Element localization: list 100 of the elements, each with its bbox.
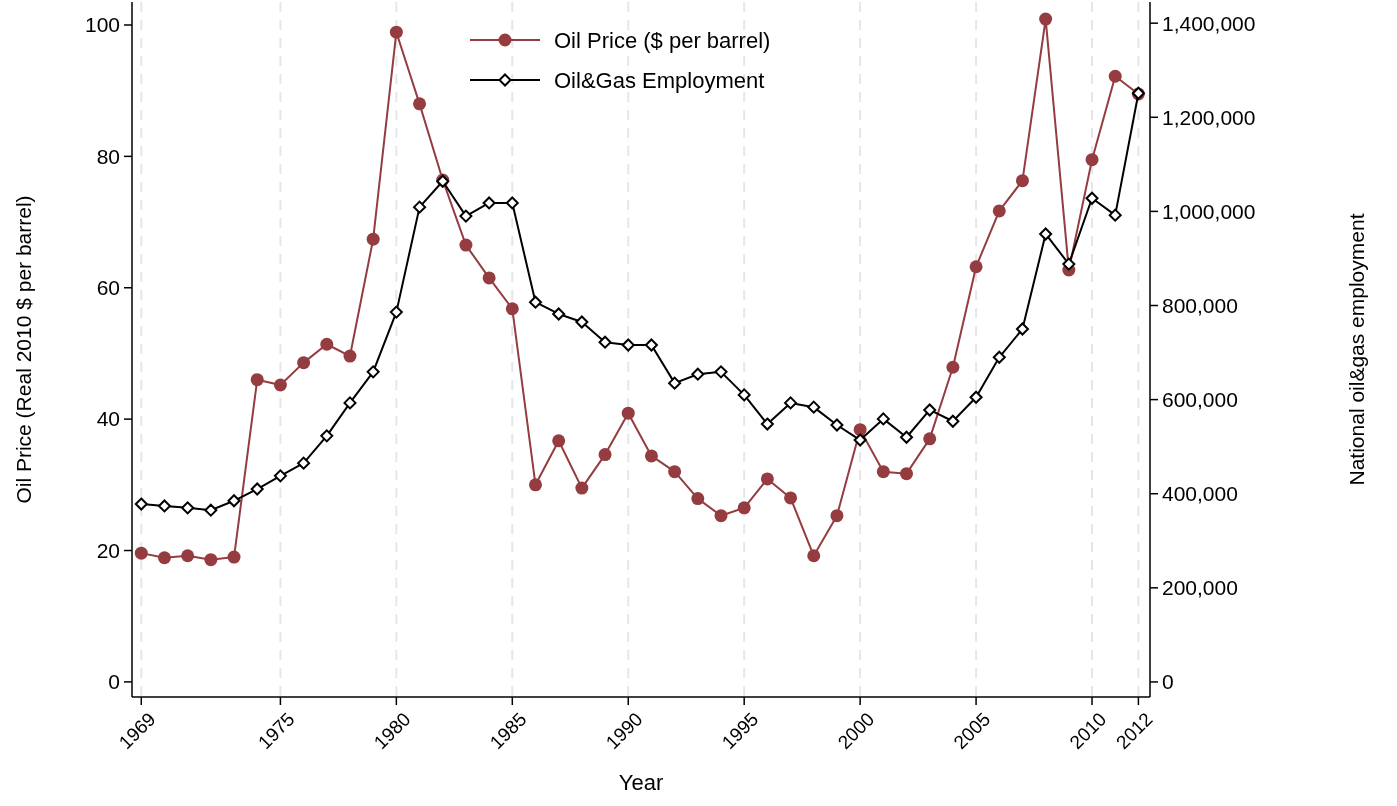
point	[969, 390, 983, 404]
point	[273, 378, 287, 392]
point	[1015, 322, 1029, 336]
point	[575, 315, 589, 329]
point	[737, 388, 751, 402]
y2-axis-title: National oil&gas employment	[1345, 213, 1369, 486]
y-axis-title: Oil Price (Real 2010 $ per barrel)	[12, 195, 36, 504]
point	[413, 200, 427, 214]
point	[366, 365, 380, 379]
point	[250, 482, 264, 496]
point	[830, 418, 844, 432]
point	[714, 509, 728, 523]
point	[807, 549, 821, 563]
point	[923, 403, 937, 417]
point	[528, 295, 542, 309]
point	[157, 499, 171, 513]
point	[389, 305, 403, 319]
point	[853, 423, 867, 437]
point	[969, 260, 983, 274]
point	[157, 551, 171, 565]
point	[413, 97, 427, 111]
y-tick-label: 100	[84, 13, 120, 37]
y2-tick-label: 800,000	[1162, 293, 1238, 317]
point	[760, 472, 774, 486]
point	[900, 467, 914, 481]
point	[621, 338, 635, 352]
point	[1015, 174, 1029, 188]
y2-tick-label: 0	[1162, 670, 1174, 694]
point	[297, 356, 311, 370]
point	[853, 433, 867, 447]
point	[204, 553, 218, 567]
point	[204, 503, 218, 517]
point	[459, 209, 473, 223]
point	[482, 196, 496, 210]
point	[1085, 191, 1099, 205]
point	[134, 497, 148, 511]
point	[181, 501, 195, 515]
y-tick-label: 80	[96, 144, 120, 168]
point	[297, 456, 311, 470]
point	[876, 412, 890, 426]
y2-tick-label: 400,000	[1162, 482, 1238, 506]
point	[946, 414, 960, 428]
point	[181, 549, 195, 563]
point	[227, 494, 241, 508]
point	[320, 429, 334, 443]
point	[714, 365, 728, 379]
point	[900, 430, 914, 444]
point	[320, 337, 334, 351]
point	[505, 196, 519, 210]
point	[1039, 227, 1053, 241]
y2-tick-label: 1,400,000	[1162, 11, 1256, 35]
point	[250, 373, 264, 387]
point	[552, 307, 566, 321]
point	[1039, 12, 1053, 26]
point	[1108, 69, 1122, 83]
point	[598, 448, 612, 462]
y2-tick-label: 200,000	[1162, 576, 1238, 600]
point	[668, 465, 682, 479]
point	[668, 376, 682, 390]
point	[482, 271, 496, 285]
point	[807, 400, 821, 414]
point	[784, 396, 798, 410]
point	[227, 550, 241, 564]
point	[737, 501, 751, 515]
y-tick-label: 60	[96, 276, 120, 300]
point	[691, 492, 705, 506]
point	[1108, 208, 1122, 222]
point	[575, 481, 589, 495]
point	[552, 434, 566, 448]
point	[389, 25, 403, 39]
point	[134, 546, 148, 560]
point	[273, 469, 287, 483]
point	[992, 350, 1006, 364]
point	[1085, 153, 1099, 167]
y2-tick-label: 1,000,000	[1162, 199, 1256, 223]
legend-label: Oil Price ($ per barrel)	[554, 27, 771, 53]
y2-tick-label: 600,000	[1162, 387, 1238, 411]
point	[621, 406, 635, 420]
y-tick-label: 40	[96, 407, 120, 431]
x-axis-title: Year	[618, 770, 664, 795]
y2-tick-label: 1,200,000	[1162, 105, 1256, 129]
point	[691, 367, 705, 381]
point	[644, 338, 658, 352]
point	[505, 302, 519, 316]
point	[760, 417, 774, 431]
point	[946, 360, 960, 374]
y-tick-label: 20	[96, 538, 120, 562]
point	[876, 465, 890, 479]
point	[784, 491, 798, 505]
point	[528, 478, 542, 492]
point	[343, 349, 357, 363]
point	[1062, 257, 1076, 271]
point	[459, 238, 473, 252]
point	[644, 449, 658, 463]
point	[366, 232, 380, 246]
point	[992, 204, 1006, 218]
y-tick-label: 0	[108, 670, 120, 694]
point	[923, 432, 937, 446]
point	[343, 396, 357, 410]
point	[598, 335, 612, 349]
